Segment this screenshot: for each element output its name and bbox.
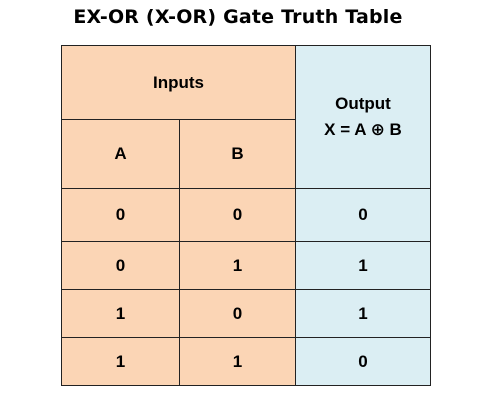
cell-a: 1 [61,337,180,386]
cell-x: 0 [295,188,431,242]
cell-b: 1 [179,337,296,386]
cell-x: 0 [295,337,431,386]
cell-a: 1 [61,289,180,338]
column-header-row: A B [61,119,431,189]
column-header-b: B [179,119,296,189]
cell-b: 1 [179,241,296,290]
page-title: EX-OR (X-OR) Gate Truth Table [73,6,403,28]
table-row: 0 0 0 [61,188,431,242]
table-row: 1 0 1 [61,289,431,338]
cell-a: 0 [61,188,180,242]
table-row: 0 1 1 [61,241,431,290]
cell-a: 0 [61,241,180,290]
cell-x: 1 [295,241,431,290]
column-header-a: A [61,119,180,189]
cell-x: 1 [295,289,431,338]
output-label: Output [335,94,391,113]
cell-b: 0 [179,289,296,338]
table-row: 1 1 0 [61,337,431,386]
cell-b: 0 [179,188,296,242]
truth-table: Inputs Output X = A ⊕ B A B 0 0 0 0 1 1 … [61,45,431,386]
output-expression: X = A ⊕ B [324,120,402,139]
output-header: Output X = A ⊕ B [295,45,431,189]
inputs-header: Inputs [61,45,296,120]
header-row: Inputs Output X = A ⊕ B [61,45,431,189]
